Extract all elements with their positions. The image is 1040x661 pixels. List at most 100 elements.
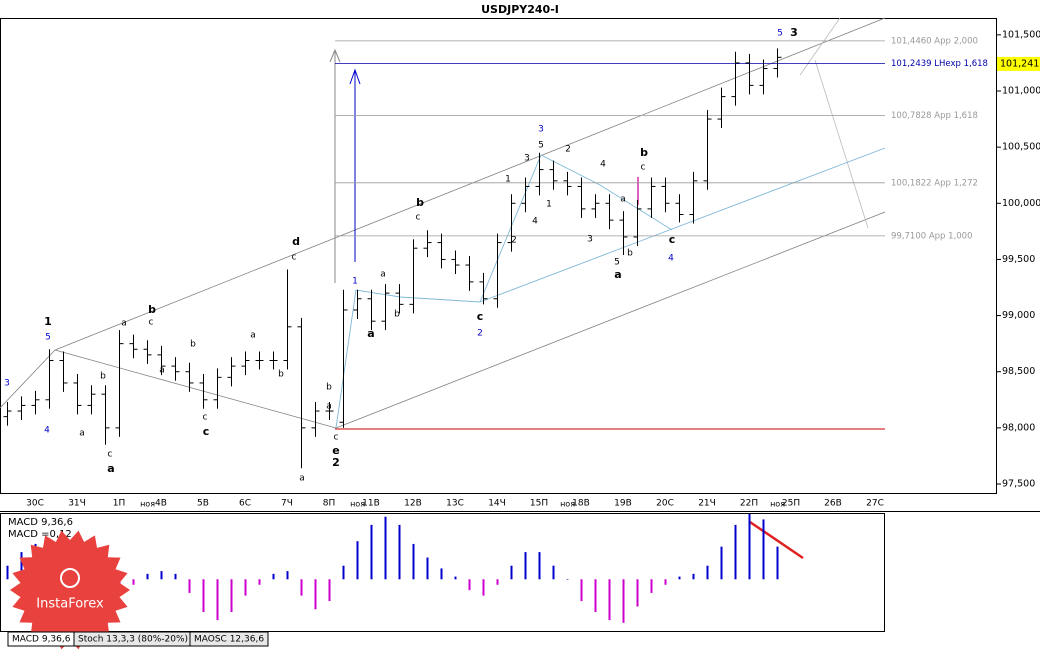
level-label: 100,7828 App 1,618 xyxy=(891,111,978,121)
channel-lines xyxy=(0,17,886,429)
wave-label: c xyxy=(203,425,210,438)
wave-channel xyxy=(479,147,886,303)
x-tick-label: 15П xyxy=(530,499,548,509)
logo-badge xyxy=(10,530,130,650)
last-price-box xyxy=(997,56,1040,71)
macd-bar xyxy=(202,579,205,612)
x-tick-label: 26В xyxy=(824,499,842,509)
macd-bar xyxy=(650,579,653,593)
wave-label: 2 xyxy=(565,145,571,155)
trend-line xyxy=(54,349,337,429)
wave-label: 5 xyxy=(45,333,51,343)
macd-bar xyxy=(734,524,737,580)
wave-label: 4 xyxy=(44,426,50,436)
wave-label: b xyxy=(190,340,196,350)
arrow-head xyxy=(329,48,341,63)
x-tick-label: 22П xyxy=(740,499,758,509)
wave-label: b xyxy=(278,370,284,380)
month-label: ноя xyxy=(770,500,785,509)
macd-bar xyxy=(482,579,485,596)
tab-label[interactable]: MAOSC 12,36,6 xyxy=(194,635,264,645)
wave-label: a xyxy=(620,195,626,205)
y-tick-label: 100,500 xyxy=(1002,142,1040,153)
macd-bar xyxy=(300,579,303,596)
wave-label: b xyxy=(100,372,106,382)
month-label: ноя xyxy=(560,500,575,509)
wave-label: 5 xyxy=(538,141,544,151)
x-tick-label: 14Ч xyxy=(488,499,506,509)
macd-bar xyxy=(356,541,359,580)
wave-label: c xyxy=(108,450,113,460)
macd-bar xyxy=(174,573,177,580)
month-label: ноя xyxy=(350,500,365,509)
wave-label: d xyxy=(292,235,300,248)
wave-label: b xyxy=(394,310,400,320)
trend-line xyxy=(0,349,56,409)
tab-label[interactable]: MACD 9,36,6 xyxy=(12,635,71,645)
x-tick-label: 8П xyxy=(323,499,336,509)
x-tick-label: 5В xyxy=(197,499,209,509)
wave-label: 1 xyxy=(505,175,511,185)
y-tick-label: 100,000 xyxy=(1002,198,1040,209)
level-label: 99,7100 App 1,000 xyxy=(891,231,973,241)
chart-title: USDJPY240-I xyxy=(481,3,559,16)
macd-bar xyxy=(468,579,471,591)
macd-bar xyxy=(720,546,723,580)
macd-bar xyxy=(230,579,233,612)
macd-bar xyxy=(412,543,415,580)
x-tick-label: 27С xyxy=(866,499,884,509)
x-tick-label: 30С xyxy=(26,499,44,509)
x-tick-label: 7Ч xyxy=(281,499,293,509)
channel-lower xyxy=(335,211,886,429)
macd-bar xyxy=(524,552,527,580)
y-tick-label: 97,500 xyxy=(1002,479,1035,490)
macd-bar xyxy=(398,524,401,580)
tab-label[interactable]: Stoch 13,3,3 (80%-20%) xyxy=(78,635,188,645)
wave-label: 5 xyxy=(777,29,783,39)
y-tick-label: 101,000 xyxy=(1002,85,1040,96)
wave-label: 4 xyxy=(532,217,538,227)
x-tick-label: 31Ч xyxy=(68,499,86,509)
trend-line xyxy=(814,59,869,229)
macd-bar xyxy=(748,514,751,580)
indicator-value: MACD =0,12 xyxy=(8,529,72,540)
macd-bar xyxy=(286,571,289,580)
tab[interactable] xyxy=(189,631,269,647)
wave-label: 2 xyxy=(511,236,517,246)
macd-bar xyxy=(244,579,247,596)
macd-bar xyxy=(160,571,163,580)
wave-label: 3 xyxy=(4,379,10,389)
macd-bar xyxy=(426,557,429,580)
y-tick-label: 99,500 xyxy=(1002,254,1035,265)
wave-label: a xyxy=(250,331,256,341)
wave-label: 3 xyxy=(524,154,530,164)
macd-bar xyxy=(622,579,625,623)
macd-bar xyxy=(776,546,779,580)
macd-bar xyxy=(510,565,513,580)
channel-upper xyxy=(54,17,886,351)
macd-bar xyxy=(636,579,639,607)
macd-bar xyxy=(272,573,275,580)
wave-label: 2 xyxy=(332,456,340,469)
logo: InstaForex xyxy=(10,530,130,650)
macd-bar xyxy=(328,579,331,602)
wave-label: 3 xyxy=(538,125,544,135)
logo-text: InstaForex xyxy=(36,597,104,612)
wave-label: 1 xyxy=(44,315,52,328)
macd-bar xyxy=(454,576,457,580)
x-tick-label: 12В xyxy=(404,499,422,509)
x-tick-label: 11В xyxy=(362,499,380,509)
macd-bar xyxy=(706,565,709,580)
macd-bar xyxy=(496,579,499,585)
macd-bar xyxy=(552,565,555,580)
level-label: 101,2439 LHexp 1,618 xyxy=(891,59,988,69)
macd-bar xyxy=(342,565,345,580)
wave-label: a xyxy=(79,429,85,439)
indicator-frame xyxy=(0,513,885,632)
macd-bar xyxy=(6,565,9,580)
wave-label: c xyxy=(292,253,297,263)
wave-label: c xyxy=(334,433,339,443)
tabs: MACD 9,36,6 Stoch 13,3,3 (80%-20%) MAOSC… xyxy=(7,631,269,647)
wave-label: 4 xyxy=(668,254,674,264)
